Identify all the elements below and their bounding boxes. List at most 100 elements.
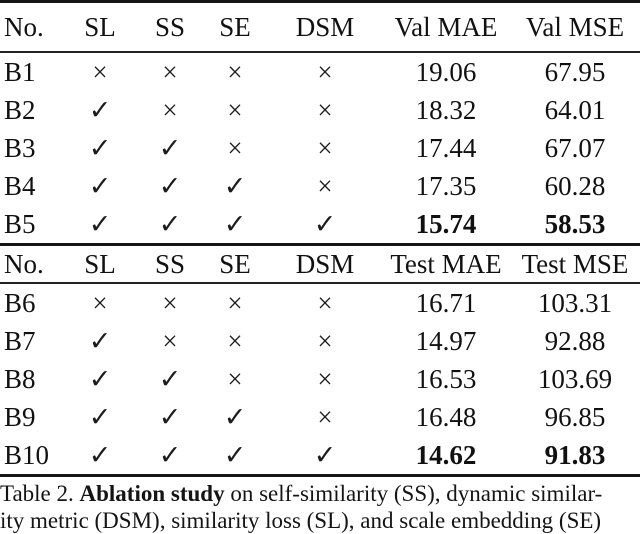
column-header-ss: SS [154, 248, 186, 279]
metric-value-mae: 19.06 [415, 56, 477, 87]
table-row: B7 ✓ × × × 14.97 92.88 [0, 322, 640, 360]
mark-cell: ✓ [88, 170, 112, 201]
mark-cell: ✓ [223, 208, 247, 239]
table-row: B9 ✓ ✓ ✓ × 16.48 96.85 [0, 398, 640, 436]
mark-cell: × [162, 325, 178, 356]
table-row-best-test: B10 ✓ ✓ ✓ ✓ 14.62 91.83 [0, 436, 640, 474]
mark-cell: ✓ [88, 208, 112, 239]
table-header-row-val: No. SL SS SE DSM Val MAE Val MSE [0, 3, 640, 51]
mark-cell: ✓ [158, 439, 182, 470]
mark-cell: ✓ [88, 363, 112, 394]
caption-bold-title: Ablation study [79, 481, 225, 506]
mark-cell: × [92, 56, 108, 87]
mark-cell: ✓ [223, 170, 247, 201]
mark-cell: ✓ [223, 401, 247, 432]
mark-cell: × [92, 287, 108, 318]
table-row: B8 ✓ ✓ × × 16.53 103.69 [0, 360, 640, 398]
column-header-se: SE [219, 248, 251, 279]
mark-cell: × [317, 56, 333, 87]
row-label: B2 [4, 94, 36, 125]
table-row: B1 × × × × 19.06 67.95 [0, 53, 640, 91]
metric-value-mae: 18.32 [415, 94, 477, 125]
mark-cell: × [317, 363, 333, 394]
metric-value-mse: 60.28 [544, 170, 606, 201]
metric-value-mse-best: 58.53 [544, 208, 606, 239]
table-row: B6 × × × × 16.71 103.31 [0, 284, 640, 322]
table-row: B2 ✓ × × × 18.32 64.01 [0, 91, 640, 129]
metric-value-mse: 64.01 [544, 94, 606, 125]
row-label: B10 [4, 439, 50, 470]
mark-cell: × [317, 287, 333, 318]
metric-value-mae: 17.35 [415, 170, 477, 201]
mark-cell: ✓ [158, 401, 182, 432]
column-header-no: No. [4, 248, 44, 279]
mark-cell: × [227, 94, 243, 125]
mark-cell: × [317, 132, 333, 163]
mark-cell: ✓ [223, 439, 247, 470]
metric-value-mse: 67.07 [544, 132, 606, 163]
mark-cell: × [317, 170, 333, 201]
row-label: B9 [4, 401, 36, 432]
metric-value-mse: 96.85 [544, 401, 606, 432]
metric-value-mse: 103.69 [537, 363, 613, 394]
column-header-no: No. [4, 11, 44, 42]
column-header-val-mse: Val MSE [525, 11, 625, 42]
table-rule-section-divider [0, 243, 640, 246]
metric-value-mae: 16.53 [415, 363, 477, 394]
column-header-sl: SL [84, 248, 116, 279]
row-label: B1 [4, 56, 36, 87]
metric-value-mae: 16.48 [415, 401, 477, 432]
table-rule-under-header-val [0, 51, 640, 53]
row-label: B7 [4, 325, 36, 356]
row-label: B8 [4, 363, 36, 394]
mark-cell: ✓ [88, 132, 112, 163]
column-header-sl: SL [84, 11, 116, 42]
table-rule-under-header-test [0, 282, 640, 284]
mark-cell: × [317, 325, 333, 356]
column-header-dsm: DSM [295, 11, 355, 42]
metric-value-mae-best: 14.62 [415, 439, 477, 470]
column-header-test-mse: Test MSE [521, 248, 629, 279]
caption-text: on self-similarity (SS), dynamic similar… [224, 481, 603, 506]
table-rule-bottom [0, 474, 640, 477]
metric-value-mse: 67.95 [544, 56, 606, 87]
row-label: B5 [4, 208, 36, 239]
mark-cell: × [317, 94, 333, 125]
mark-cell: ✓ [88, 325, 112, 356]
mark-cell: × [227, 132, 243, 163]
mark-cell: ✓ [313, 439, 337, 470]
mark-cell: × [227, 363, 243, 394]
column-header-se: SE [219, 11, 251, 42]
table-caption: Table 2. Ablation study on self-similari… [0, 480, 640, 534]
table-rule-top [0, 0, 640, 3]
row-label: B3 [4, 132, 36, 163]
column-header-val-mae: Val MAE [394, 11, 498, 42]
metric-value-mse-best: 91.83 [544, 439, 606, 470]
mark-cell: × [162, 56, 178, 87]
mark-cell: × [227, 325, 243, 356]
table-row-best-val: B5 ✓ ✓ ✓ ✓ 15.74 58.53 [0, 205, 640, 243]
mark-cell: × [227, 287, 243, 318]
mark-cell: ✓ [158, 363, 182, 394]
metric-value-mse: 103.31 [537, 287, 613, 318]
mark-cell: × [227, 56, 243, 87]
caption-line-1: Table 2. Ablation study on self-similari… [0, 480, 640, 507]
column-header-test-mae: Test MAE [390, 248, 502, 279]
metric-value-mae-best: 15.74 [415, 208, 477, 239]
metric-value-mae: 16.71 [415, 287, 477, 318]
mark-cell: ✓ [88, 401, 112, 432]
mark-cell: ✓ [313, 208, 337, 239]
metric-value-mae: 17.44 [415, 132, 477, 163]
mark-cell: × [162, 94, 178, 125]
metric-value-mae: 14.97 [415, 325, 477, 356]
mark-cell: ✓ [88, 94, 112, 125]
column-header-ss: SS [154, 11, 186, 42]
caption-table-number: Table 2. [0, 481, 80, 506]
table-row: B3 ✓ ✓ × × 17.44 67.07 [0, 129, 640, 167]
row-label: B6 [4, 287, 36, 318]
table-row: B4 ✓ ✓ ✓ × 17.35 60.28 [0, 167, 640, 205]
mark-cell: × [162, 287, 178, 318]
column-header-dsm: DSM [295, 248, 355, 279]
row-label: B4 [4, 170, 36, 201]
